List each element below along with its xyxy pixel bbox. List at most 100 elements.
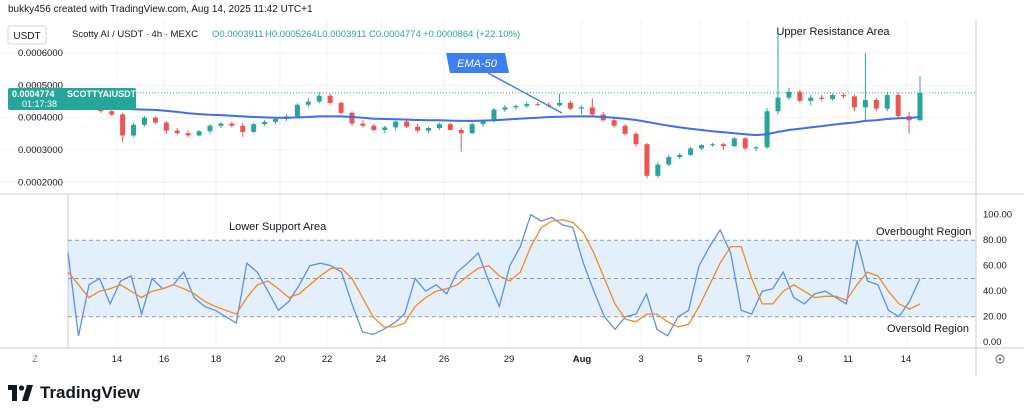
candle-body [163,122,169,131]
candle-body [862,99,868,108]
symbol-legend: Scotty AI / USDT · 4h · MEXC [72,29,198,40]
time-tick-label: 26 [439,354,450,365]
candle-body [513,106,519,108]
time-axis-labels: 14 16 18 20 22 24 26 29 Aug 3 5 7 9 11 14 [112,354,912,365]
candle-body [185,133,191,136]
candle-body [294,104,300,117]
candle-body [371,125,377,130]
candle-body [174,130,180,134]
candle-body [458,129,464,134]
candle-body [895,95,901,117]
upper-resistance-label: Upper Resistance Area [776,26,890,38]
time-tick-label: 20 [275,354,286,365]
stochastic-d-line [67,219,921,328]
currency-box[interactable] [7,25,47,45]
candle-body [655,164,661,176]
candle-body [305,101,311,105]
settings-gear-icon[interactable] [995,354,1005,364]
candle-body [589,107,595,115]
tradingview-brand: TradingView [40,383,140,402]
candle-body [578,107,584,109]
price-tag-price: 0.0004774 [12,89,55,99]
lower-support-label: Lower Support Area [229,221,327,233]
candle-body [764,111,770,148]
candle-body [775,97,781,112]
candle-body [196,131,202,136]
candle-body [338,102,344,113]
candle-body [502,107,508,110]
oscillator-tick-label: 0.00 [983,337,1002,348]
candle-body [491,109,497,121]
stochastic-k-line [67,213,921,337]
price-tick-label: 0.0006000 [18,48,63,59]
time-tick-label: 24 [376,354,387,365]
tradingview-logo[interactable]: TradingView [8,383,140,403]
currency-label: USDT [13,31,40,42]
close-value: C0.0004774 [369,29,421,40]
candle-body [524,104,530,107]
candle-body [633,133,639,145]
candle-body [425,128,431,131]
price-axis-labels: 0.0006000 0.0005000 0.0004000 0.0003000 0.00… [18,48,63,188]
candle-body [884,95,890,109]
oscillator-tick-label: 60.00 [983,261,1007,272]
high-value: H0.0005264 [265,29,317,40]
ema-callout-box [446,53,509,73]
candle-body [699,145,705,149]
price-tick-label: 0.0003000 [18,145,63,156]
candle-body [447,124,453,130]
chart-area[interactable]: 0.0006000 0.0005000 0.0004000 0.0003000 0.00… [0,20,1024,376]
candle-body [753,147,759,149]
candle-body [742,138,748,149]
price-tag-countdown: 01:17:38 [22,99,57,109]
candle-body [567,102,573,109]
time-tick-label: 14 [901,354,912,365]
candle-body [731,138,737,147]
candle-body [218,123,224,126]
candle-body [622,125,628,134]
candle-body [393,121,399,128]
candle-body [251,124,257,132]
candle-body [415,126,421,131]
candle-body [327,95,333,103]
low-value: L0.0003911 [317,29,367,40]
ema-callout: EMA-50 [446,53,563,114]
candle-body [131,124,137,136]
oscillator-axis-labels: 100.00 80.00 60.00 40.00 20.00 0.00 [983,210,1012,348]
chart-canvas[interactable]: 0.0006000 0.0005000 0.0004000 0.0003000 0.00… [0,20,1024,376]
candle-body [535,104,541,106]
open-value: O0.0003911 [212,29,264,40]
candle-body [851,96,857,108]
candle-body [873,99,879,109]
candle-body [611,120,617,126]
candle-body [666,157,672,165]
price-tag [8,88,136,110]
ema-50-line [67,106,921,137]
candle-body [404,121,410,127]
time-tick-label: 3 [638,354,643,365]
oscillator-tick-label: 40.00 [983,286,1007,297]
candle-body [709,144,715,146]
candle-body [262,121,268,125]
timezone-icon[interactable]: Z [32,354,38,364]
candle-body [141,117,147,125]
time-tick-label: 5 [697,354,702,365]
candle-body [360,123,366,126]
candle-body [808,97,814,101]
candle-body [644,144,650,176]
ema-label: EMA-50 [457,58,498,70]
candle-body [557,102,563,106]
candle-body [469,124,475,134]
candle-body [830,95,836,99]
candle-body [273,118,279,122]
candle-body [207,125,213,132]
time-tick-label: 18 [211,354,222,365]
candle-body [152,117,158,123]
time-tick-label: 11 [843,354,853,365]
candle-body [841,95,847,97]
candlestick-series [65,33,923,179]
candle-body [917,92,923,121]
time-tick-label: 16 [159,354,170,365]
time-tick-label: 29 [504,354,515,365]
time-tick-label: 7 [745,354,750,365]
